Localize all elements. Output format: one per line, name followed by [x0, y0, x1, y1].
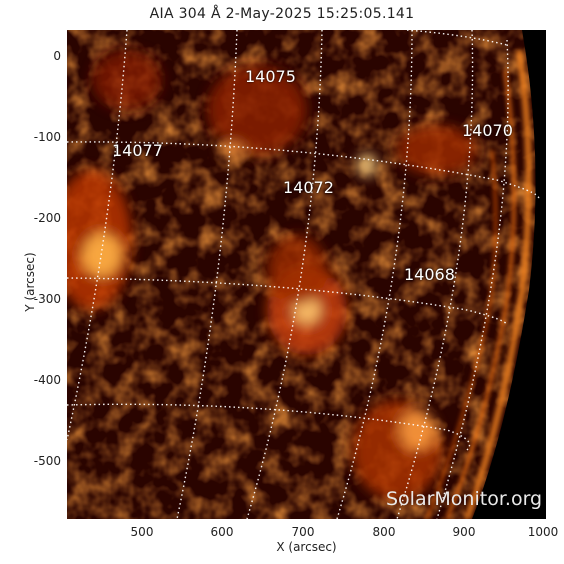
y-tick-label-2: -200	[33, 211, 61, 225]
x-axis-label: X (arcsec)	[276, 540, 337, 554]
x-tick-label-4: 900	[452, 525, 476, 539]
y-tick-label-4: -400	[33, 373, 61, 387]
active-region-label: 14070	[462, 121, 513, 140]
x-tick-label-2: 700	[291, 525, 315, 539]
solar-image	[67, 30, 546, 519]
y-axis-label: Y (arcsec)	[23, 252, 37, 312]
active-region-label: 14072	[283, 178, 334, 197]
watermark: SolarMonitor.org	[386, 488, 543, 510]
active-region-label: 14077	[112, 141, 163, 160]
active-region-label: 14075	[245, 67, 296, 86]
x-tick-label-0: 500	[130, 525, 154, 539]
y-tick-label-1: -100	[33, 130, 61, 144]
y-tick-label-3: -300	[33, 292, 61, 306]
active-region-label: 14068	[404, 265, 455, 284]
coordinate-grid	[67, 30, 540, 519]
x-tick-label-3: 800	[372, 525, 396, 539]
x-tick-label-5: 1000	[527, 525, 559, 539]
image-title: AIA 304 Å 2-May-2025 15:25:05.141	[149, 6, 415, 22]
solar-disk-image	[67, 30, 540, 519]
y-tick-label-0: 0	[53, 49, 61, 63]
x-tick-label-1: 600	[210, 525, 234, 539]
y-tick-label-5: -500	[33, 454, 61, 468]
